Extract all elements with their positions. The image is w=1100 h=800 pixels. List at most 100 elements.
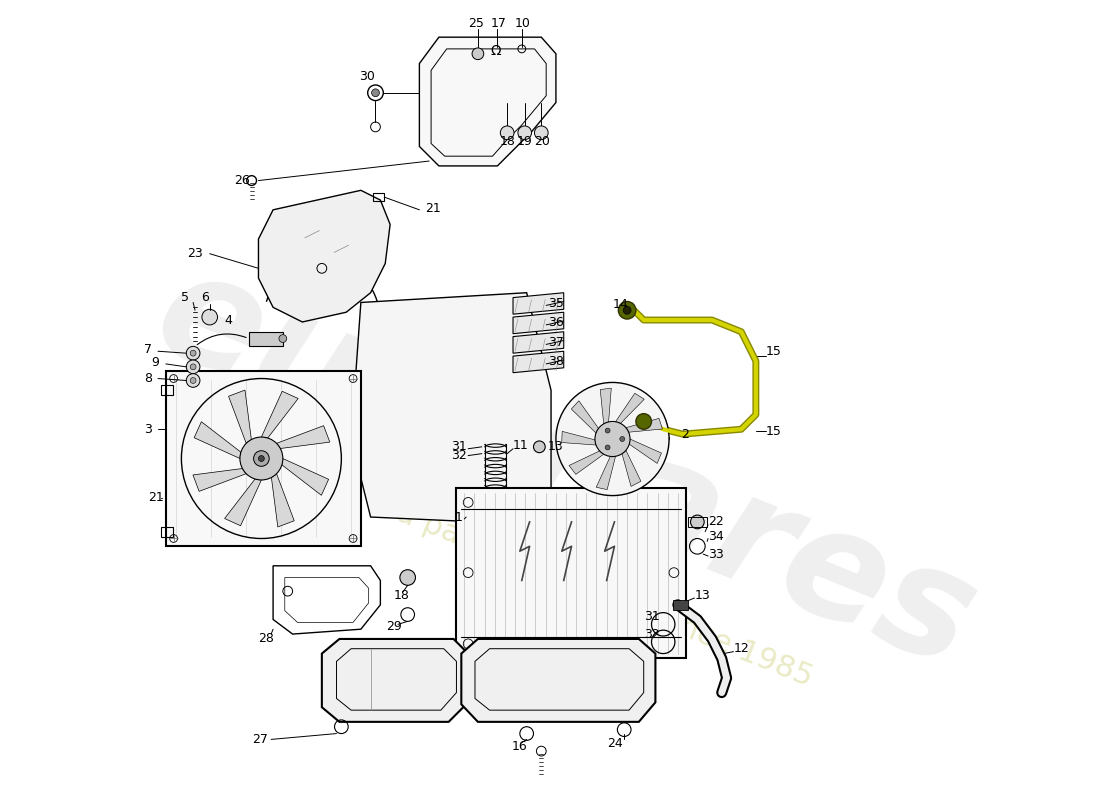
Circle shape	[190, 350, 196, 356]
Text: 30: 30	[359, 70, 375, 82]
Bar	[161, 526, 173, 537]
Text: 15: 15	[766, 345, 781, 358]
Text: 16: 16	[512, 740, 528, 753]
Text: 1: 1	[454, 510, 462, 523]
Text: 13: 13	[548, 440, 564, 454]
Text: 26: 26	[234, 174, 250, 187]
Polygon shape	[192, 469, 246, 491]
Text: 37: 37	[548, 336, 564, 349]
Text: 17: 17	[491, 17, 506, 30]
Polygon shape	[351, 293, 551, 522]
Polygon shape	[616, 394, 645, 423]
Text: 34: 34	[708, 530, 724, 543]
Polygon shape	[513, 293, 563, 314]
Text: 18: 18	[394, 589, 410, 602]
Bar	[161, 386, 173, 395]
Polygon shape	[229, 390, 252, 443]
Polygon shape	[569, 451, 604, 474]
Text: 21: 21	[426, 202, 441, 215]
Text: 15: 15	[766, 425, 781, 438]
Polygon shape	[282, 458, 329, 495]
Circle shape	[202, 310, 218, 325]
Text: 12: 12	[734, 642, 749, 655]
Text: 29: 29	[386, 620, 402, 633]
Text: Ω: Ω	[491, 44, 501, 58]
Bar	[688, 517, 707, 526]
Text: 3: 3	[144, 422, 152, 436]
Polygon shape	[596, 456, 616, 490]
Polygon shape	[272, 474, 294, 527]
Polygon shape	[562, 431, 596, 445]
Text: 18: 18	[499, 135, 515, 148]
Text: 23: 23	[187, 247, 204, 260]
Text: 9: 9	[151, 357, 160, 370]
Circle shape	[605, 428, 610, 433]
Polygon shape	[419, 37, 556, 166]
Circle shape	[190, 364, 196, 370]
Text: 7: 7	[144, 342, 152, 356]
Polygon shape	[262, 391, 298, 438]
Text: 20: 20	[535, 135, 550, 148]
Circle shape	[595, 422, 630, 457]
Text: 21: 21	[148, 491, 164, 504]
Text: 10: 10	[515, 17, 531, 30]
Text: 31: 31	[644, 610, 660, 623]
Circle shape	[535, 126, 548, 139]
Text: 5: 5	[182, 291, 189, 304]
Text: 28: 28	[258, 633, 274, 646]
Circle shape	[279, 334, 287, 342]
Text: 38: 38	[548, 355, 564, 369]
Circle shape	[472, 48, 484, 60]
Polygon shape	[276, 426, 330, 449]
Polygon shape	[322, 639, 469, 722]
Text: 19: 19	[517, 135, 532, 148]
Text: 4: 4	[224, 314, 232, 326]
Polygon shape	[513, 351, 563, 373]
Circle shape	[624, 306, 631, 314]
Polygon shape	[621, 450, 641, 486]
Text: 22: 22	[708, 515, 724, 529]
Text: 14: 14	[613, 298, 628, 311]
Text: 32: 32	[451, 449, 466, 462]
Polygon shape	[601, 388, 612, 424]
Text: 8: 8	[144, 372, 152, 385]
Polygon shape	[224, 479, 262, 526]
Circle shape	[691, 515, 704, 529]
Circle shape	[258, 455, 264, 462]
Text: 35: 35	[548, 297, 564, 310]
Text: 24: 24	[606, 737, 623, 750]
Bar	[373, 194, 384, 201]
Text: euroPares: euroPares	[135, 237, 996, 700]
Circle shape	[618, 302, 636, 319]
Circle shape	[254, 450, 270, 466]
Text: 25: 25	[469, 17, 484, 30]
Text: 11: 11	[513, 439, 529, 452]
Circle shape	[186, 346, 200, 360]
Bar	[249, 332, 283, 346]
Polygon shape	[571, 401, 598, 433]
Circle shape	[372, 89, 379, 97]
Polygon shape	[194, 422, 241, 458]
Text: 2: 2	[681, 428, 689, 441]
Circle shape	[534, 441, 546, 453]
Circle shape	[500, 126, 514, 139]
Circle shape	[636, 414, 651, 430]
Circle shape	[186, 374, 200, 387]
Circle shape	[556, 382, 669, 495]
Text: 31: 31	[451, 440, 466, 454]
Text: 6: 6	[201, 291, 209, 304]
Text: a passion for cars since 1985: a passion for cars since 1985	[393, 498, 817, 692]
Bar	[166, 370, 361, 546]
Circle shape	[619, 437, 625, 442]
Text: 32: 32	[644, 627, 660, 641]
Circle shape	[186, 360, 200, 374]
Polygon shape	[461, 639, 656, 722]
Polygon shape	[513, 312, 563, 334]
Circle shape	[190, 378, 196, 383]
Bar	[456, 488, 685, 658]
Text: 33: 33	[708, 547, 724, 561]
Polygon shape	[629, 439, 661, 463]
Text: 27: 27	[252, 733, 267, 746]
Circle shape	[240, 437, 283, 480]
Bar	[673, 600, 688, 610]
